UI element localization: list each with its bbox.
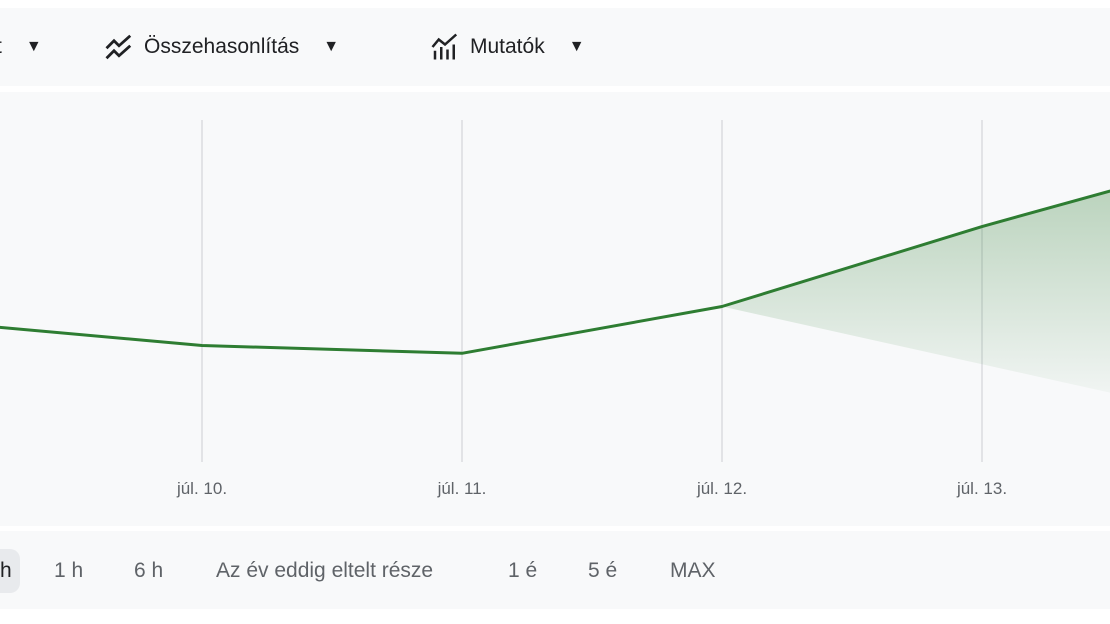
trend-lines-icon [105, 34, 132, 60]
indicators-label: Mutatók [470, 35, 545, 58]
x-tick-label: júl. 11. [437, 479, 487, 498]
range-option[interactable]: 5 é [588, 559, 618, 582]
range-option[interactable]: MAX [670, 559, 716, 582]
price-chart[interactable]: júl. 10. júl. 11. júl. 12. júl. 13. [0, 92, 1110, 526]
bar-line-chart-icon [431, 33, 458, 60]
x-tick-label: júl. 12. [696, 479, 747, 498]
price-chart-svg: júl. 10. júl. 11. júl. 12. júl. 13. [0, 120, 1110, 498]
range-option[interactable]: h [0, 549, 20, 593]
chevron-down-icon: ▼ [323, 38, 340, 55]
compare-label: Összehasonlítás [144, 35, 300, 58]
x-tick-label: júl. 13. [956, 479, 1007, 498]
chevron-down-icon: ▼ [25, 38, 42, 55]
range-selector: h 1 h 6 h Az év eddig eltelt része 1 é 5 é MAX [0, 531, 1110, 609]
range-option[interactable]: Az év eddig eltelt része [216, 559, 434, 582]
chevron-down-icon: ▼ [568, 38, 585, 55]
range-option[interactable]: 1 h [54, 559, 84, 582]
range-type-dropdown[interactable]: t ▼ [0, 8, 42, 86]
x-tick-label: júl. 10. [176, 479, 227, 498]
series-area [722, 191, 1110, 393]
range-option[interactable]: 1 é [508, 559, 538, 582]
indicators-dropdown[interactable]: Mutatók ▼ [430, 8, 585, 86]
range-type-label: t [0, 35, 2, 59]
compare-dropdown[interactable]: Összehasonlítás ▼ [104, 8, 339, 86]
series-line [0, 189, 1110, 355]
chart-toolbar: t ▼ Összehasonlítás ▼ Mutatók ▼ [0, 8, 1110, 86]
range-option[interactable]: 6 h [134, 559, 164, 582]
